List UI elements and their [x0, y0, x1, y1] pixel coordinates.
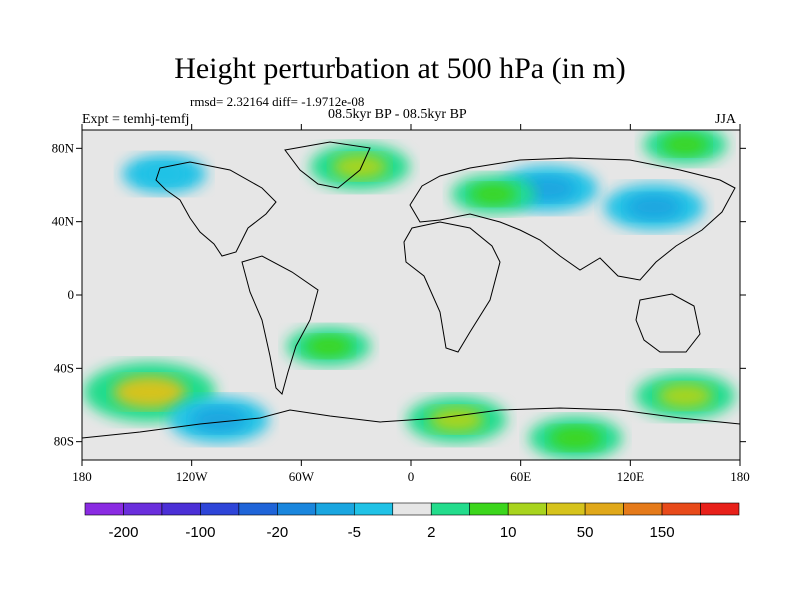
colorbar-label: 150	[650, 524, 675, 541]
anomaly-field	[83, 130, 736, 460]
colorbar-swatch-5	[277, 502, 317, 516]
colorbar-swatch-15	[661, 502, 701, 516]
antarctica-coastline	[82, 407, 740, 439]
x-tick-label: 60E	[510, 469, 531, 484]
anomaly-core-4	[429, 407, 485, 433]
anomaly-core-3	[332, 154, 388, 180]
colorbar-swatch-7	[353, 502, 394, 516]
x-tick-label: 180	[72, 469, 92, 484]
africa-coastline	[403, 221, 501, 353]
anomaly-core-5	[549, 426, 602, 450]
colorbar-swatch-11	[507, 502, 547, 516]
colorbar-label: 2	[427, 524, 435, 541]
colorbar: -200 -100 -20 -5 2 10 50 150	[84, 502, 740, 541]
x-tick-label: 120E	[617, 469, 645, 484]
colorbar-label: 50	[577, 524, 594, 541]
anomaly-core-7	[626, 194, 682, 220]
australia-coastline	[635, 293, 701, 353]
x-tick-label: 0	[408, 469, 415, 484]
colorbar-swatch-12	[546, 502, 586, 516]
y-tick-label: 80S	[54, 434, 74, 449]
coastline-outlines	[82, 141, 740, 439]
colorbar-swatch-8	[392, 502, 432, 516]
experiment-period-subtitle: 08.5kyr BP - 08.5kyr BP	[328, 107, 467, 122]
colorbar-label: 10	[500, 524, 517, 541]
colorbar-label: -100	[185, 524, 215, 541]
y-tick-label: 40S	[54, 360, 74, 375]
colorbar-swatch-9	[430, 502, 471, 516]
y-tick-label: 40N	[52, 214, 75, 229]
x-tick-label: 60W	[289, 469, 315, 484]
anomaly-core-11	[141, 163, 188, 185]
chart-title: Height perturbation at 500 hPa (in m)	[174, 52, 626, 85]
colorbar-label: -200	[108, 524, 138, 541]
colorbar-swatch-4	[238, 502, 278, 516]
experiment-label: Expt = temhj-temfj	[82, 112, 190, 127]
colorbar-swatch-1	[123, 502, 163, 516]
colorbar-swatch-14	[623, 502, 663, 516]
anomaly-core-9	[470, 183, 517, 205]
anomaly-core-2	[191, 407, 247, 433]
anomaly-core-0	[657, 383, 713, 409]
x-tick-label: 120W	[176, 469, 209, 484]
colorbar-swatch-16	[700, 502, 740, 516]
anomaly-core-8	[305, 335, 352, 358]
colorbar-label: -20	[267, 524, 289, 541]
rmsd-diff-stats: rmsd= 2.32164 diff= -1.9712e-08	[190, 94, 365, 109]
colorbar-label: -5	[348, 524, 361, 541]
south-america-coastline	[241, 255, 319, 395]
x-tick-label: 180	[730, 469, 750, 484]
colorbar-swatch-10	[469, 502, 509, 516]
north-america-coastline	[155, 161, 277, 257]
colorbar-swatch-0	[84, 502, 124, 516]
europe-asia-coastline	[409, 157, 736, 281]
map-axes: 180 120W 60W 0 60E 120E 180 80N 40N 0 40S 80S	[52, 124, 750, 484]
anomaly-core-1	[113, 375, 186, 409]
season-label: JJA	[715, 112, 737, 127]
colorbar-swatch-6	[315, 502, 355, 516]
y-tick-label: 80N	[52, 140, 75, 155]
colorbar-swatch-3	[200, 502, 240, 516]
colorbar-swatch-13	[584, 502, 624, 516]
greenland-coastline	[284, 141, 371, 189]
anomaly-core-10	[662, 133, 709, 156]
colorbar-swatch-2	[161, 502, 201, 516]
y-tick-label: 0	[68, 287, 75, 302]
